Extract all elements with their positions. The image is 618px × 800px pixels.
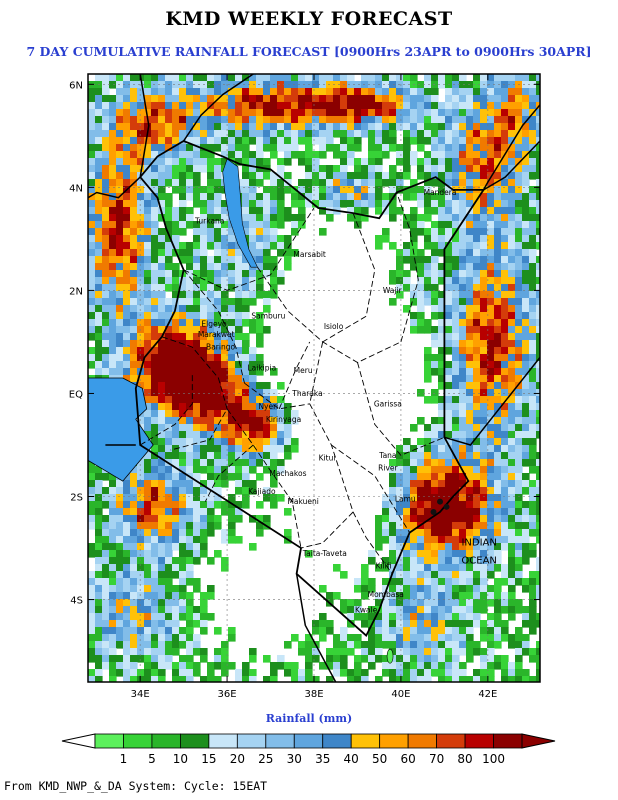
colorbar-title: Rainfall (mm) — [265, 712, 353, 725]
place-label: Baringo — [206, 343, 235, 352]
colorbar-tick-label: 35 — [315, 752, 330, 766]
place-label: Tharaka — [291, 389, 322, 398]
colorbar-high-arrow — [521, 733, 556, 749]
lat-tick-label: EQ — [69, 389, 83, 400]
colorbar-tick-label: 30 — [287, 752, 302, 766]
colorbar-tick-label: 15 — [201, 752, 216, 766]
lat-tick-label: 4S — [70, 596, 83, 607]
colorbar-tick-label: 10 — [173, 752, 188, 766]
colorbar-tick-label: 20 — [230, 752, 245, 766]
place-label: Tana — [378, 451, 396, 460]
colorbar-swatch — [322, 733, 352, 749]
place-label: Kitui — [319, 453, 336, 462]
colorbar-swatch — [208, 733, 238, 749]
place-label: Kwale — [355, 605, 378, 614]
ocean-label: INDIAN — [461, 537, 496, 548]
place-label: Marakwet — [198, 330, 235, 339]
place-label: River — [378, 464, 398, 473]
ocean-label: OCEAN — [461, 555, 497, 566]
lat-tick-label: 4N — [69, 183, 83, 194]
lat-tick-label: 2S — [70, 493, 83, 504]
colorbar-swatch — [293, 733, 324, 749]
colorbar-swatch — [123, 733, 153, 749]
lon-tick-label: 40E — [391, 689, 410, 700]
place-label: Lamu — [395, 495, 416, 504]
colorbar-tick-label: 40 — [344, 752, 359, 766]
map-title: KMD WEEKLY FORECAST — [165, 8, 453, 30]
place-label: Isiolo — [324, 322, 344, 331]
colorbar-tick-label: 5 — [148, 752, 156, 766]
lat-tick-label: 2N — [69, 286, 83, 297]
lake-turkana — [222, 158, 258, 268]
rainfall-field — [88, 74, 540, 682]
lat-tick-label: 6N — [69, 80, 83, 91]
colorbar-swatch — [151, 733, 181, 749]
colorbar-swatch — [436, 733, 466, 749]
boundaries — [88, 74, 540, 682]
colorbar-swatch — [464, 733, 494, 749]
colorbar-tick-label: 80 — [457, 752, 472, 766]
axis-ticks: 34E 36E 38E 40E 42E 6N 4N 2N EQ 2S 4S — [69, 74, 540, 700]
colorbar-tick-label: 60 — [400, 752, 415, 766]
colorbar-swatch — [407, 733, 437, 749]
place-label: Kilifi — [376, 562, 392, 571]
place-label: Taita-Taveta — [302, 549, 347, 558]
lon-tick-label: 38E — [304, 689, 323, 700]
place-label: Marsabit — [293, 250, 325, 259]
colorbar-tick-label: 100 — [482, 752, 505, 766]
place-label: Laikipia — [247, 363, 276, 372]
place-label: Nyeri — [258, 402, 278, 411]
place-label: Samburu — [251, 312, 285, 321]
colorbar-swatch — [493, 733, 523, 749]
place-label: Wajir — [383, 286, 403, 295]
place-label: Meru — [294, 366, 313, 375]
colorbar-swatch — [379, 733, 409, 749]
place-label: Garissa — [374, 399, 402, 408]
place-label: Kirinyaga — [266, 415, 301, 424]
colorbar-low-arrow — [61, 733, 96, 749]
colorbar-tick-label: 1 — [120, 752, 128, 766]
place-label: Mombasa — [368, 590, 404, 599]
colorbar: 1 5 10 15 20 25 30 35 40 50 60 70 80 100 — [61, 733, 556, 766]
place-label: Mandera — [424, 188, 457, 197]
place-label: Turkana — [194, 216, 224, 225]
colorbar-tick-label: 70 — [429, 752, 444, 766]
colorbar-swatch — [350, 733, 381, 749]
colorbar-swatch — [94, 733, 124, 749]
footer-text: From KMD_NWP_&_DA System: Cycle: 15EAT — [4, 779, 268, 793]
kenya-border — [134, 140, 486, 638]
colorbar-swatch — [179, 733, 210, 749]
place-label: Kajiado — [248, 487, 276, 496]
colorbar-swatch — [265, 733, 295, 749]
place-label: Elgeyo — [201, 319, 227, 328]
place-label: Machakos — [269, 469, 306, 478]
map-subtitle: 7 DAY CUMULATIVE RAINFALL FORECAST [0900… — [26, 44, 592, 59]
lon-tick-label: 36E — [218, 689, 237, 700]
place-label: Makueni — [287, 497, 318, 506]
colorbar-swatch — [236, 733, 267, 749]
colorbar-tick-label: 50 — [372, 752, 387, 766]
place-labels: Turkana Marsabit Mandera Wajir Samburu Isiolo… — [194, 188, 497, 614]
lon-tick-label: 42E — [478, 689, 497, 700]
colorbar-tick-label: 25 — [258, 752, 273, 766]
lon-tick-label: 34E — [131, 689, 150, 700]
